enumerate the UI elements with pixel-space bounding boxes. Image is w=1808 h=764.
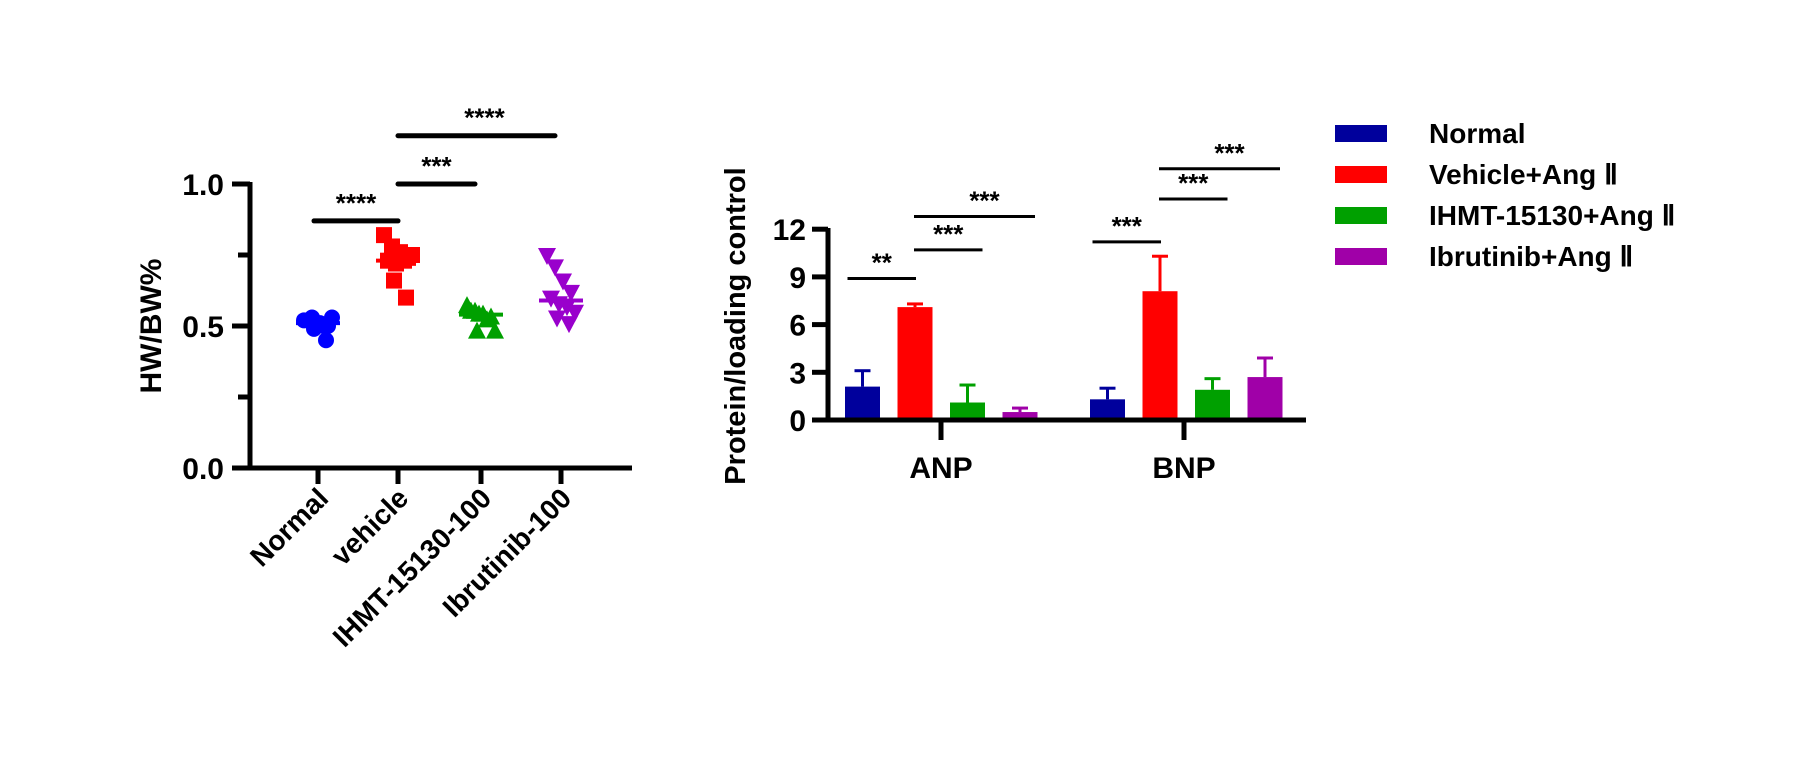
bar xyxy=(950,402,985,420)
legend-item-ibrutinib: Ibrutinib+Ang Ⅱ xyxy=(1335,236,1675,277)
bar-y-tick-label: 12 xyxy=(773,214,806,247)
bar-y-tick-label: 0 xyxy=(789,405,806,438)
scatter-series-1 xyxy=(376,227,420,306)
scatter-point xyxy=(468,321,486,339)
scatter-point xyxy=(554,273,572,291)
legend-label: Ibrutinib+Ang Ⅱ xyxy=(1429,241,1634,272)
bar-y-tick-label: 3 xyxy=(789,357,806,390)
significance-label: *** xyxy=(933,219,964,249)
scatter-y-tick-label: 1.0 xyxy=(182,169,224,202)
scatter-series-3 xyxy=(538,248,584,334)
scatter-y-axis-label: HW/BW% xyxy=(135,259,168,394)
scatter-point xyxy=(538,248,556,265)
scatter-x-tick-label: Normal xyxy=(244,482,334,572)
bar xyxy=(897,307,933,420)
significance-label: **** xyxy=(464,103,505,133)
scatter-series-0 xyxy=(296,309,340,349)
significance-label: *** xyxy=(421,151,452,181)
legend-item-normal: Normal xyxy=(1335,113,1675,154)
bar xyxy=(1002,412,1038,420)
legend-swatch xyxy=(1335,166,1387,183)
bar-y-axis-label: Protein/loading control xyxy=(720,167,752,484)
significance-label: *** xyxy=(1178,168,1209,198)
bar xyxy=(845,386,880,420)
bar-y-tick-label: 9 xyxy=(789,262,806,295)
scatter-y-tick-label: 0.0 xyxy=(182,453,224,486)
legend: Normal Vehicle+Ang Ⅱ IHMT-15130+Ang Ⅱ Ib… xyxy=(1335,113,1675,277)
significance-label: *** xyxy=(969,185,1000,215)
scatter-point xyxy=(558,299,576,317)
scatter-point xyxy=(398,289,414,306)
legend-label: Vehicle+Ang Ⅱ xyxy=(1429,159,1618,190)
legend-item-vehicle: Vehicle+Ang Ⅱ xyxy=(1335,154,1675,195)
bar-x-tick-label: BNP xyxy=(1152,452,1215,485)
significance-label: **** xyxy=(336,188,377,218)
scatter-point xyxy=(562,284,580,302)
scatter-point xyxy=(318,332,334,349)
significance-label: *** xyxy=(1112,211,1143,241)
scatter-series-2 xyxy=(458,296,504,339)
legend-swatch xyxy=(1335,207,1387,224)
scatter-point xyxy=(566,304,584,322)
scatter-y-tick-label: 0.5 xyxy=(182,311,224,344)
scatter-point xyxy=(548,310,566,328)
legend-swatch xyxy=(1335,248,1387,265)
scatter-point xyxy=(478,310,496,328)
scatter-point xyxy=(386,272,402,289)
scatter-point xyxy=(486,321,504,339)
bar xyxy=(1195,389,1230,420)
bar xyxy=(1247,377,1283,420)
bar-x-tick-label: ANP xyxy=(909,452,972,485)
bar-chart: Protein/loading control 0 3 6 9 12 ANP BNP **… xyxy=(720,138,1306,485)
significance-label: ** xyxy=(872,247,893,277)
scatter-point xyxy=(546,259,564,277)
legend-swatch xyxy=(1335,125,1387,142)
legend-label: Normal xyxy=(1429,117,1526,149)
scatter-point xyxy=(560,316,578,334)
legend-label: IHMT-15130+Ang Ⅱ xyxy=(1429,200,1676,231)
bar xyxy=(1142,291,1178,420)
bar xyxy=(1090,399,1125,420)
bar-y-tick-label: 6 xyxy=(789,310,806,343)
significance-label: *** xyxy=(1214,138,1245,168)
legend-item-ihmt: IHMT-15130+Ang Ⅱ xyxy=(1335,195,1675,236)
scatter-chart: HW/BW% 0.00.51.0 NormalvehicleIHMT-15130… xyxy=(135,103,632,653)
